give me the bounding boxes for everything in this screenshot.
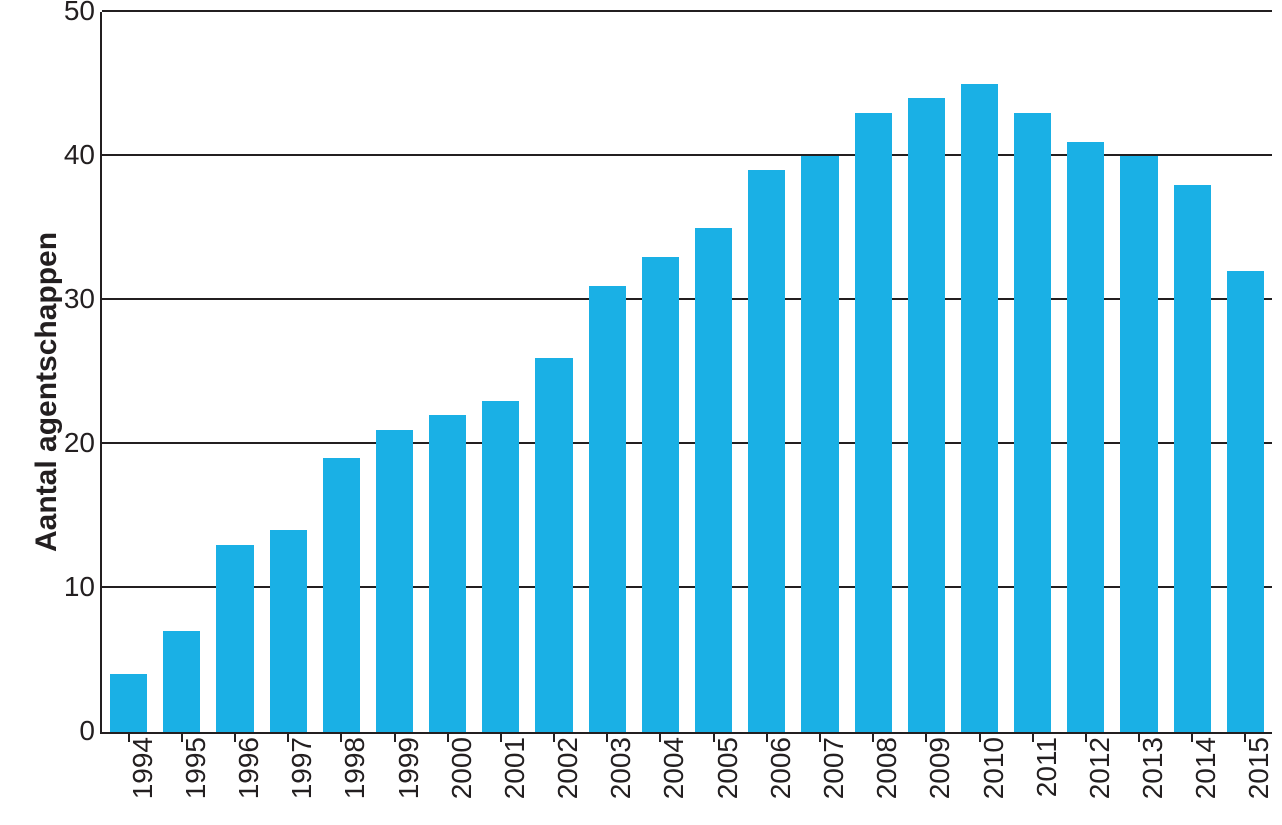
x-tick-label: 2011 [1031, 737, 1063, 817]
bar [163, 631, 200, 732]
y-tick-label: 30 [45, 283, 95, 315]
x-tick-label: 1996 [233, 737, 265, 817]
x-tick-label: 1995 [180, 737, 212, 817]
x-tick-label: 1994 [127, 737, 159, 817]
bar [535, 358, 572, 732]
bar [908, 98, 945, 732]
bar [216, 545, 253, 732]
bar [270, 530, 307, 732]
y-tick-label: 20 [45, 427, 95, 459]
x-tick-label: 2002 [552, 737, 584, 817]
x-tick-label: 2001 [499, 737, 531, 817]
bar [482, 401, 519, 732]
bar [110, 674, 147, 732]
y-tick-label: 40 [45, 139, 95, 171]
y-axis-title: Aantal agentschappen [30, 232, 64, 552]
bar [1120, 156, 1157, 732]
x-tick-label: 1999 [393, 737, 425, 817]
bar [801, 156, 838, 732]
y-tick-label: 10 [45, 571, 95, 603]
bar [376, 430, 413, 732]
x-tick-label: 1998 [339, 737, 371, 817]
x-tick-label: 2007 [818, 737, 850, 817]
bar [1014, 113, 1051, 732]
x-tick-label: 2004 [658, 737, 690, 817]
x-tick-label: 2000 [446, 737, 478, 817]
bar [642, 257, 679, 732]
x-tick-label: 2014 [1190, 737, 1222, 817]
bar [323, 458, 360, 732]
x-tick-label: 2012 [1084, 737, 1116, 817]
x-tick-label: 2006 [765, 737, 797, 817]
bar [1067, 142, 1104, 732]
bar-chart: Aantal agentschappen 0 10 20 30 40 50 1994 199… [0, 0, 1282, 825]
bar [429, 415, 466, 732]
x-tick-label: 1997 [286, 737, 318, 817]
bar [961, 84, 998, 732]
x-tick-label: 2008 [871, 737, 903, 817]
y-tick-label: 0 [45, 715, 95, 747]
bar [1174, 185, 1211, 732]
x-tick-label: 2015 [1243, 737, 1275, 817]
bar [1227, 271, 1264, 732]
x-tick-label: 2005 [712, 737, 744, 817]
x-tick-label: 2010 [978, 737, 1010, 817]
x-tick-label: 2013 [1137, 737, 1169, 817]
bars-container [102, 12, 1272, 732]
bar [748, 170, 785, 732]
y-tick-label: 50 [45, 0, 95, 27]
bar [589, 286, 626, 732]
x-tick-label: 2009 [924, 737, 956, 817]
bar [695, 228, 732, 732]
plot-area [100, 12, 1272, 734]
bar [855, 113, 892, 732]
x-tick-label: 2003 [605, 737, 637, 817]
